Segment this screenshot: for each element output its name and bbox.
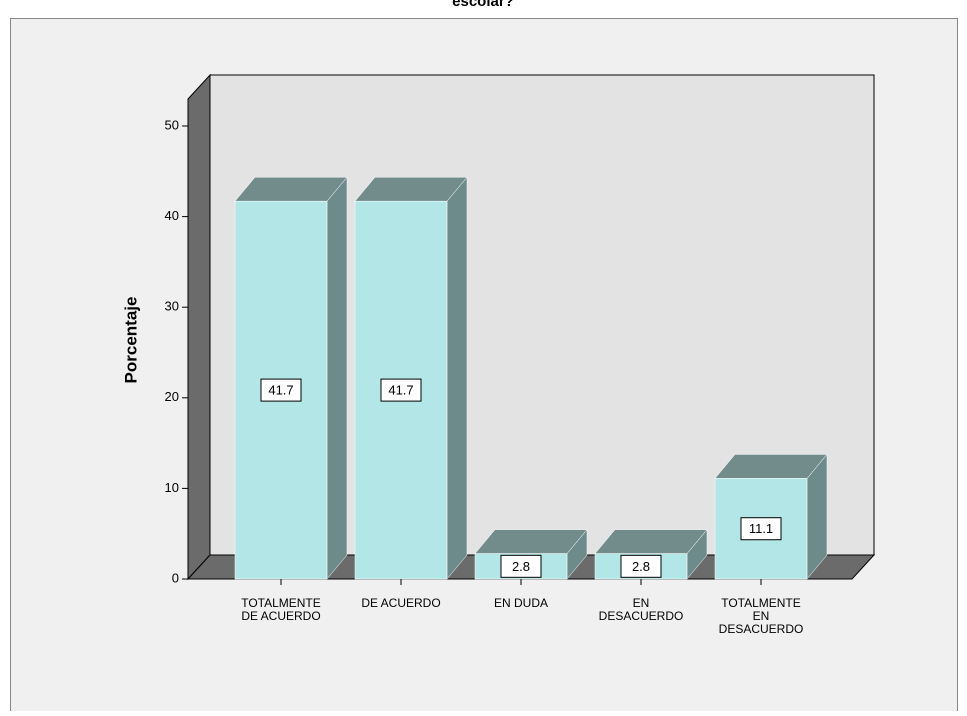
y-tick-label: 50 [165, 117, 179, 132]
y-tick-label: 20 [165, 389, 179, 404]
value-label: 2.8 [632, 559, 650, 574]
value-label-box [260, 378, 302, 402]
y-tick-label: 10 [165, 480, 179, 495]
bar-top [234, 176, 348, 202]
x-tick-label: DESACUERDO [599, 609, 684, 623]
y-axis-label: Porcentaje [121, 297, 140, 384]
y-tick-label: 30 [165, 299, 179, 314]
bar-top [474, 529, 588, 554]
bar [714, 478, 808, 580]
bar-side [326, 176, 348, 580]
x-tick-label: EN [633, 596, 650, 610]
value-label-box [500, 554, 542, 578]
bar-top [354, 176, 468, 202]
x-tick-label: TOTALMENTE [721, 596, 801, 610]
x-tick-label: EN [753, 609, 770, 623]
bar-top [714, 454, 828, 479]
x-tick-label: DE ACUERDO [241, 609, 320, 623]
x-tick-label: EN DUDA [494, 596, 548, 610]
value-label-box [620, 554, 662, 578]
bar-side [446, 176, 468, 580]
x-tick-label: DE ACUERDO [361, 596, 440, 610]
value-label: 41.7 [268, 383, 293, 398]
value-label: 11.1 [749, 521, 773, 536]
side-wall [187, 73, 211, 581]
bar-top [594, 529, 708, 554]
x-tick-label: TOTALMENTE [241, 596, 321, 610]
chart-title: escolar? [452, 0, 514, 10]
y-tick-label: 0 [172, 570, 179, 585]
value-label: 2.8 [512, 559, 530, 574]
x-tick-label: DESACUERDO [719, 622, 804, 636]
value-label-box [380, 378, 422, 402]
y-tick-label: 40 [165, 208, 179, 223]
value-label: 41.7 [388, 383, 413, 398]
value-label-box [740, 517, 782, 541]
